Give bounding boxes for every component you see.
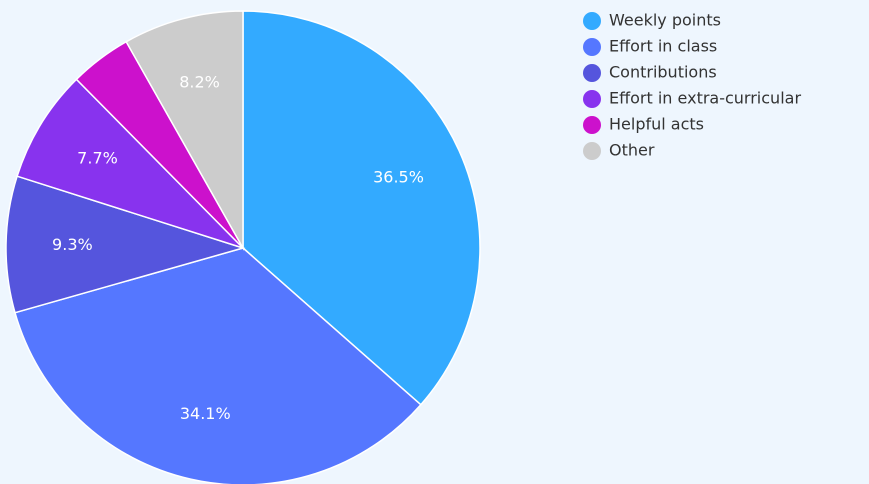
- slice-label: 7.7%: [77, 148, 118, 167]
- legend-swatch: [583, 12, 601, 30]
- legend-swatch: [583, 116, 601, 134]
- slice-label: 36.5%: [373, 167, 424, 186]
- legend-label: Effort in extra-curricular: [609, 89, 801, 108]
- legend-label: Helpful acts: [609, 115, 704, 134]
- legend-label: Other: [609, 141, 655, 160]
- pie-slice: [14, 247, 422, 484]
- slice-label: 34.1%: [180, 404, 231, 423]
- pie-slice: [16, 78, 244, 249]
- pie-slice: [125, 10, 244, 251]
- slice-label: 8.2%: [179, 72, 220, 91]
- legend-label: Weekly points: [609, 11, 721, 30]
- legend-swatch: [583, 38, 601, 56]
- legend-label: Contributions: [609, 63, 717, 82]
- slice-label: 9.3%: [52, 235, 93, 254]
- legend-swatch: [583, 64, 601, 82]
- legend-label: Effort in class: [609, 37, 717, 56]
- legend-swatch: [583, 90, 601, 108]
- legend-swatch: [583, 142, 601, 160]
- pie-slice: [5, 175, 246, 314]
- pie-slice: [242, 10, 481, 406]
